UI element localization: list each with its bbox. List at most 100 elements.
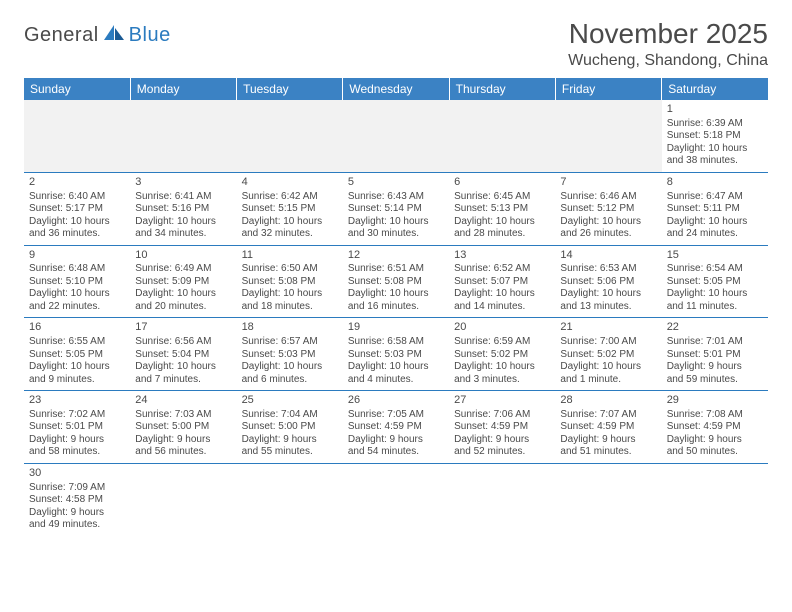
day-number: 18 — [242, 321, 338, 335]
day-line-sunset: Sunset: 4:59 PM — [454, 421, 550, 434]
weekday-header-row: Sunday Monday Tuesday Wednesday Thursday… — [24, 78, 768, 100]
day-line-daylight2: and 56 minutes. — [135, 446, 231, 459]
day-line-sunset: Sunset: 5:11 PM — [667, 203, 763, 216]
day-line-daylight1: Daylight: 10 hours — [667, 288, 763, 301]
calendar-cell — [237, 100, 343, 172]
calendar-table: Sunday Monday Tuesday Wednesday Thursday… — [24, 78, 768, 536]
day-line-daylight2: and 52 minutes. — [454, 446, 550, 459]
day-line-daylight2: and 49 minutes. — [29, 519, 125, 532]
day-line-daylight1: Daylight: 10 hours — [242, 361, 338, 374]
calendar-cell: 13Sunrise: 6:52 AMSunset: 5:07 PMDayligh… — [449, 245, 555, 318]
calendar-body: 1Sunrise: 6:39 AMSunset: 5:18 PMDaylight… — [24, 100, 768, 536]
day-line-daylight1: Daylight: 10 hours — [29, 288, 125, 301]
weekday-header: Sunday — [24, 78, 130, 100]
calendar-cell — [24, 100, 130, 172]
day-line-daylight2: and 18 minutes. — [242, 301, 338, 314]
calendar-cell: 26Sunrise: 7:05 AMSunset: 4:59 PMDayligh… — [343, 391, 449, 464]
day-line-sunset: Sunset: 4:59 PM — [667, 421, 763, 434]
weekday-header: Thursday — [449, 78, 555, 100]
day-line-daylight1: Daylight: 9 hours — [667, 361, 763, 374]
page: General Blue November 2025 Wucheng, Shan… — [0, 0, 792, 536]
day-number: 27 — [454, 394, 550, 408]
day-line-daylight2: and 20 minutes. — [135, 301, 231, 314]
calendar-cell: 10Sunrise: 6:49 AMSunset: 5:09 PMDayligh… — [130, 245, 236, 318]
day-line-daylight1: Daylight: 9 hours — [29, 434, 125, 447]
day-number: 12 — [348, 249, 444, 263]
weekday-header: Saturday — [662, 78, 768, 100]
day-line-sunrise: Sunrise: 6:46 AM — [560, 191, 656, 204]
day-line-daylight1: Daylight: 9 hours — [667, 434, 763, 447]
day-line-daylight1: Daylight: 10 hours — [454, 361, 550, 374]
title-block: November 2025 Wucheng, Shandong, China — [568, 18, 768, 70]
day-line-daylight2: and 11 minutes. — [667, 301, 763, 314]
day-line-daylight1: Daylight: 10 hours — [667, 143, 763, 156]
day-line-sunrise: Sunrise: 6:47 AM — [667, 191, 763, 204]
day-line-sunrise: Sunrise: 7:05 AM — [348, 409, 444, 422]
calendar-cell — [343, 100, 449, 172]
day-line-daylight1: Daylight: 10 hours — [348, 288, 444, 301]
calendar-cell — [130, 100, 236, 172]
calendar-cell: 20Sunrise: 6:59 AMSunset: 5:02 PMDayligh… — [449, 318, 555, 391]
day-line-daylight1: Daylight: 9 hours — [560, 434, 656, 447]
calendar-cell: 18Sunrise: 6:57 AMSunset: 5:03 PMDayligh… — [237, 318, 343, 391]
day-line-sunset: Sunset: 4:59 PM — [348, 421, 444, 434]
calendar-cell: 16Sunrise: 6:55 AMSunset: 5:05 PMDayligh… — [24, 318, 130, 391]
day-line-sunrise: Sunrise: 7:06 AM — [454, 409, 550, 422]
day-line-sunset: Sunset: 5:01 PM — [667, 349, 763, 362]
day-line-sunset: Sunset: 5:08 PM — [242, 276, 338, 289]
day-number: 30 — [29, 467, 125, 481]
day-line-daylight2: and 58 minutes. — [29, 446, 125, 459]
day-line-daylight1: Daylight: 10 hours — [242, 288, 338, 301]
day-line-daylight2: and 4 minutes. — [348, 374, 444, 387]
day-line-sunrise: Sunrise: 7:04 AM — [242, 409, 338, 422]
day-line-sunset: Sunset: 5:02 PM — [560, 349, 656, 362]
day-number: 14 — [560, 249, 656, 263]
day-line-daylight2: and 38 minutes. — [667, 155, 763, 168]
weekday-header: Friday — [555, 78, 661, 100]
calendar-cell: 22Sunrise: 7:01 AMSunset: 5:01 PMDayligh… — [662, 318, 768, 391]
calendar-cell: 28Sunrise: 7:07 AMSunset: 4:59 PMDayligh… — [555, 391, 661, 464]
day-number: 28 — [560, 394, 656, 408]
day-line-daylight1: Daylight: 9 hours — [454, 434, 550, 447]
day-line-sunset: Sunset: 5:16 PM — [135, 203, 231, 216]
day-number: 19 — [348, 321, 444, 335]
day-line-daylight1: Daylight: 10 hours — [560, 216, 656, 229]
calendar-cell: 3Sunrise: 6:41 AMSunset: 5:16 PMDaylight… — [130, 172, 236, 245]
day-line-sunset: Sunset: 5:12 PM — [560, 203, 656, 216]
day-number: 7 — [560, 176, 656, 190]
day-line-daylight2: and 30 minutes. — [348, 228, 444, 241]
day-line-daylight1: Daylight: 9 hours — [242, 434, 338, 447]
day-line-daylight1: Daylight: 10 hours — [29, 361, 125, 374]
calendar-cell — [343, 463, 449, 535]
day-line-sunrise: Sunrise: 6:45 AM — [454, 191, 550, 204]
calendar-cell: 30Sunrise: 7:09 AMSunset: 4:58 PMDayligh… — [24, 463, 130, 535]
day-line-sunrise: Sunrise: 6:51 AM — [348, 263, 444, 276]
day-line-sunset: Sunset: 5:06 PM — [560, 276, 656, 289]
day-line-daylight2: and 36 minutes. — [29, 228, 125, 241]
day-number: 6 — [454, 176, 550, 190]
calendar-cell — [555, 100, 661, 172]
day-number: 20 — [454, 321, 550, 335]
calendar-cell — [662, 463, 768, 535]
day-number: 17 — [135, 321, 231, 335]
calendar-cell: 6Sunrise: 6:45 AMSunset: 5:13 PMDaylight… — [449, 172, 555, 245]
calendar-cell — [449, 100, 555, 172]
calendar-cell: 19Sunrise: 6:58 AMSunset: 5:03 PMDayligh… — [343, 318, 449, 391]
day-line-sunrise: Sunrise: 6:53 AM — [560, 263, 656, 276]
day-line-sunrise: Sunrise: 6:40 AM — [29, 191, 125, 204]
calendar-row: 30Sunrise: 7:09 AMSunset: 4:58 PMDayligh… — [24, 463, 768, 535]
calendar-cell — [449, 463, 555, 535]
day-line-sunset: Sunset: 5:02 PM — [454, 349, 550, 362]
day-line-daylight1: Daylight: 9 hours — [348, 434, 444, 447]
calendar-row: 1Sunrise: 6:39 AMSunset: 5:18 PMDaylight… — [24, 100, 768, 172]
calendar-cell: 15Sunrise: 6:54 AMSunset: 5:05 PMDayligh… — [662, 245, 768, 318]
calendar-cell: 12Sunrise: 6:51 AMSunset: 5:08 PMDayligh… — [343, 245, 449, 318]
calendar-cell — [555, 463, 661, 535]
calendar-cell: 17Sunrise: 6:56 AMSunset: 5:04 PMDayligh… — [130, 318, 236, 391]
day-line-sunrise: Sunrise: 6:42 AM — [242, 191, 338, 204]
day-number: 3 — [135, 176, 231, 190]
day-line-sunset: Sunset: 5:00 PM — [242, 421, 338, 434]
day-number: 5 — [348, 176, 444, 190]
day-line-sunrise: Sunrise: 7:08 AM — [667, 409, 763, 422]
day-line-daylight2: and 22 minutes. — [29, 301, 125, 314]
